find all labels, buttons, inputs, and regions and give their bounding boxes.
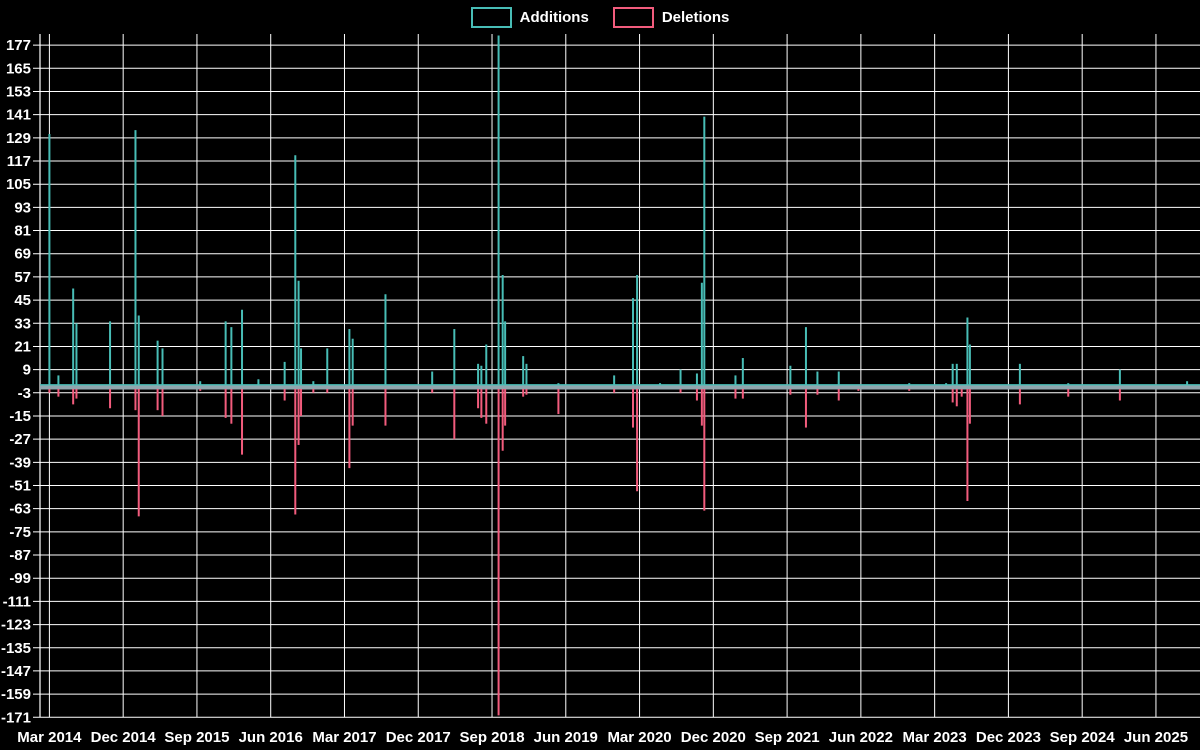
y-tick-label: -171 <box>1 709 31 726</box>
legend-item-additions[interactable]: Additions <box>470 6 589 28</box>
x-tick-label: Sep 2015 <box>164 729 229 746</box>
y-tick-label: 81 <box>14 223 31 240</box>
y-tick-label: 165 <box>6 60 31 77</box>
y-tick-label: 45 <box>14 292 31 309</box>
y-tick-label: -147 <box>1 663 31 680</box>
x-tick-label: Dec 2017 <box>386 729 451 746</box>
y-tick-label: 105 <box>6 176 31 193</box>
additions-swatch-icon <box>470 6 512 28</box>
x-tick-label: Jun 2025 <box>1124 729 1188 746</box>
legend-item-deletions[interactable]: Deletions <box>612 6 730 28</box>
legend-label-deletions: Deletions <box>661 8 730 26</box>
x-tick-label: Mar 2023 <box>903 729 967 746</box>
x-tick-label: Jun 2022 <box>829 729 893 746</box>
y-tick-label: 129 <box>6 130 31 147</box>
x-tick-label: Sep 2024 <box>1050 729 1116 746</box>
y-tick-label: 153 <box>6 83 31 100</box>
y-tick-label: -63 <box>9 501 31 518</box>
y-tick-label: 117 <box>7 153 31 170</box>
y-tick-label: -111 <box>3 593 31 610</box>
y-tick-label: 9 <box>23 362 31 379</box>
y-tick-label: -135 <box>1 640 31 657</box>
y-tick-label: -87 <box>9 547 31 564</box>
zero-baseline <box>40 384 1200 390</box>
y-tick-label: -51 <box>9 478 31 495</box>
x-tick-label: Sep 2018 <box>459 729 524 746</box>
y-tick-label: 57 <box>14 269 31 286</box>
x-tick-label: Dec 2014 <box>91 729 157 746</box>
y-tick-label: 177 <box>6 37 31 54</box>
x-tick-label: Mar 2020 <box>607 729 671 746</box>
y-tick-label: 69 <box>14 246 31 263</box>
y-tick-label: -99 <box>9 570 31 587</box>
y-tick-label: -159 <box>1 686 31 703</box>
x-tick-label: Dec 2020 <box>681 729 746 746</box>
y-tick-label: -15 <box>9 408 31 425</box>
y-tick-label: 21 <box>14 338 31 355</box>
y-tick-label: 93 <box>14 199 31 216</box>
x-tick-label: Dec 2023 <box>976 729 1041 746</box>
y-tick-label: -75 <box>9 524 31 541</box>
x-tick-label: Jun 2019 <box>534 729 598 746</box>
x-tick-label: Mar 2017 <box>312 729 376 746</box>
x-tick-label: Jun 2016 <box>239 729 303 746</box>
y-tick-label: -39 <box>9 454 31 471</box>
legend-label-additions: Additions <box>519 8 589 26</box>
x-tick-label: Sep 2021 <box>755 729 820 746</box>
y-tick-label: 141 <box>6 107 31 124</box>
y-tick-label: -3 <box>18 385 31 402</box>
x-tick-label: Mar 2014 <box>17 729 82 746</box>
y-tick-label: -123 <box>1 617 31 634</box>
chart-legend: Additions Deletions <box>0 4 1200 30</box>
y-tick-label: -27 <box>9 431 31 448</box>
y-tick-label: 33 <box>14 315 31 332</box>
deletions-swatch-icon <box>612 6 654 28</box>
